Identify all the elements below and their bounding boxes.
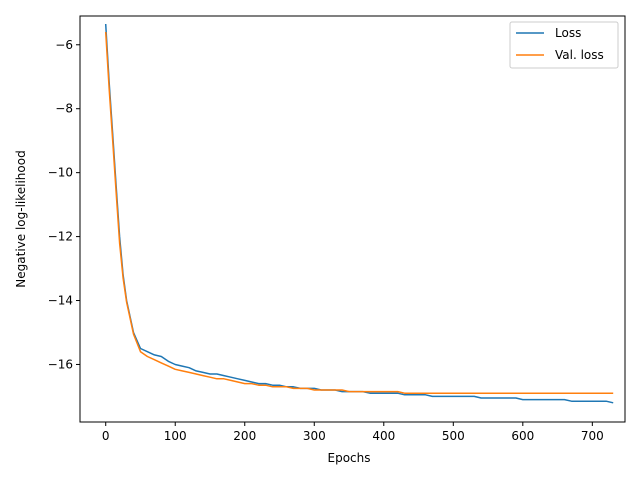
y-tick-label: −16 [48,357,73,371]
x-tick-label: 500 [442,429,465,443]
x-axis-label: Epochs [328,451,371,465]
plot-frame [79,15,626,423]
x-tick-label: 300 [303,429,326,443]
legend: Loss Val. loss [509,21,619,69]
y-tick-label: −14 [48,294,73,308]
x-tick-label: 200 [233,429,256,443]
x-tick-label: 700 [581,429,604,443]
y-tick-label: −12 [48,230,73,244]
y-tick-label: −8 [55,102,73,116]
y-axis: −6 −8 −10 −12 −14 −16 [48,38,80,371]
series-layer [104,23,614,404]
series-line-val-loss [104,31,614,394]
legend-label-val-loss: Val. loss [555,48,604,62]
legend-label-loss: Loss [555,26,581,40]
x-axis: 0 100 200 300 400 500 600 700 [102,422,604,443]
x-tick-label: 400 [372,429,395,443]
y-tick-label: −6 [55,38,73,52]
x-tick-label: 100 [164,429,187,443]
x-tick-label: 0 [102,429,110,443]
y-tick-label: −10 [48,166,73,180]
x-tick-label: 600 [511,429,534,443]
y-axis-label: Negative log-likelihood [14,150,28,287]
